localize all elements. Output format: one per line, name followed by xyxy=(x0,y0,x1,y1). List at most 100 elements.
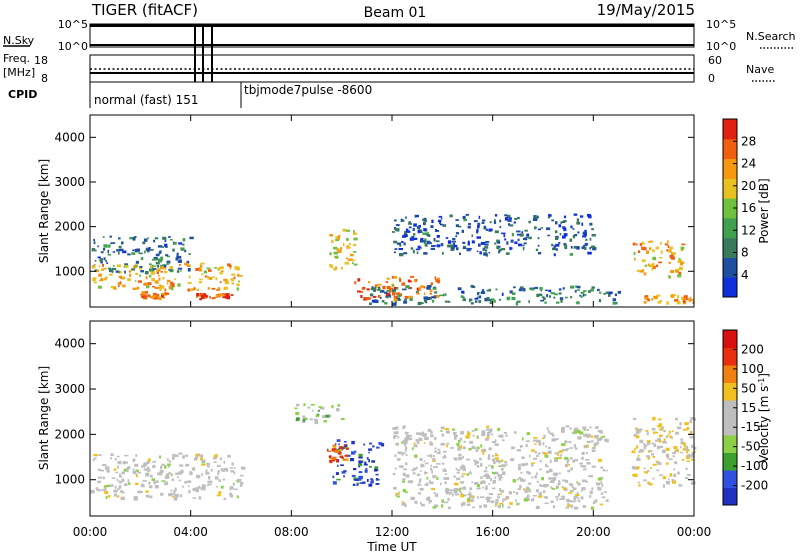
echo-cell xyxy=(368,459,370,463)
echo-cell xyxy=(353,477,358,481)
echo-cell xyxy=(532,218,538,221)
echo-cell xyxy=(223,460,226,464)
echo-cell xyxy=(690,458,695,461)
echo-cell xyxy=(477,446,480,450)
echo-cell xyxy=(172,248,175,252)
echo-cell xyxy=(580,295,583,298)
echo-cell xyxy=(424,238,427,242)
echo-cell xyxy=(155,253,160,257)
echo-cell xyxy=(471,430,475,432)
echo-cell xyxy=(116,495,120,498)
echo-cell xyxy=(584,433,587,436)
echo-cell xyxy=(637,454,640,457)
echo-cell xyxy=(474,461,479,464)
echo-cell xyxy=(240,466,246,470)
echo-cell xyxy=(466,247,471,252)
echo-cell xyxy=(552,477,556,481)
echo-cell xyxy=(440,482,442,486)
echo-cell xyxy=(635,428,640,431)
echo-cell xyxy=(476,229,478,234)
echo-cell xyxy=(161,246,164,248)
echo-cell xyxy=(638,484,641,487)
echo-cell xyxy=(474,297,479,300)
echo-cell xyxy=(124,265,129,268)
echo-cell xyxy=(228,265,232,267)
echo-cell xyxy=(167,463,171,467)
echo-cell xyxy=(179,464,184,467)
echo-cell xyxy=(167,279,171,283)
echo-cell xyxy=(199,269,203,272)
echo-cell xyxy=(518,476,521,480)
echo-cell xyxy=(652,256,657,261)
echo-cell xyxy=(575,493,580,497)
echo-cell xyxy=(638,450,640,454)
echo-cell xyxy=(434,295,437,299)
echo-cell xyxy=(681,296,686,300)
echo-cell xyxy=(684,477,689,480)
echo-cell xyxy=(569,447,574,449)
echo-cell xyxy=(635,435,640,439)
echo-cell xyxy=(646,440,651,444)
echo-cell xyxy=(207,465,210,468)
echo-cell xyxy=(422,232,427,235)
echo-cell xyxy=(566,460,569,464)
echo-cell xyxy=(670,252,673,255)
echo-cell xyxy=(132,287,137,290)
echo-cell xyxy=(686,454,689,457)
echo-cell xyxy=(154,484,159,489)
echo-cell xyxy=(680,261,685,264)
colorbar-tick-label: -15 xyxy=(741,420,761,434)
echo-cell xyxy=(402,439,408,444)
echo-cell xyxy=(480,463,483,467)
echo-cell xyxy=(237,478,242,483)
echo-cell xyxy=(576,289,580,291)
echo-cell xyxy=(135,469,139,472)
echo-cell xyxy=(132,458,136,462)
echo-cell xyxy=(214,267,217,269)
echo-cell xyxy=(465,213,470,216)
echo-cell xyxy=(441,499,444,503)
echo-cell xyxy=(167,255,170,258)
echo-cell xyxy=(594,499,598,503)
echo-cell xyxy=(488,493,494,496)
echo-cell xyxy=(562,479,566,482)
echo-cell xyxy=(110,457,112,460)
echo-cell xyxy=(135,473,138,476)
echo-cell xyxy=(521,445,524,447)
nave-tick-bottom: 0 xyxy=(708,72,715,85)
echo-cell xyxy=(223,497,227,500)
echo-cell xyxy=(567,500,572,503)
echo-cell xyxy=(152,465,156,468)
echo-cell xyxy=(678,266,683,271)
echo-cell xyxy=(200,454,204,458)
echo-cell xyxy=(469,440,474,444)
x-tick-label: 00:00 xyxy=(73,525,108,539)
echo-cell xyxy=(494,214,498,217)
echo-cell xyxy=(461,465,466,469)
echo-cell xyxy=(394,251,396,254)
echo-cell xyxy=(200,295,203,297)
echo-cell xyxy=(446,444,448,448)
echo-cell xyxy=(539,483,542,487)
echo-cell xyxy=(673,473,677,477)
echo-cell xyxy=(495,499,499,502)
echo-cell xyxy=(394,219,397,222)
echo-cell xyxy=(688,298,691,303)
echo-cell xyxy=(375,483,380,485)
echo-cell xyxy=(402,425,406,429)
echo-cell xyxy=(600,431,603,434)
echo-cell xyxy=(455,457,458,461)
echo-cell xyxy=(370,288,373,291)
echo-cell xyxy=(528,300,530,304)
echo-cell xyxy=(480,291,486,294)
echo-cell xyxy=(431,487,436,491)
echo-cell xyxy=(685,467,688,471)
echo-cell xyxy=(534,451,537,454)
echo-cell xyxy=(169,281,173,284)
velocity-echoes xyxy=(90,403,697,510)
echo-cell xyxy=(423,296,428,300)
echo-cell xyxy=(585,434,590,438)
echo-cell xyxy=(591,440,594,443)
echo-cell xyxy=(354,281,357,285)
